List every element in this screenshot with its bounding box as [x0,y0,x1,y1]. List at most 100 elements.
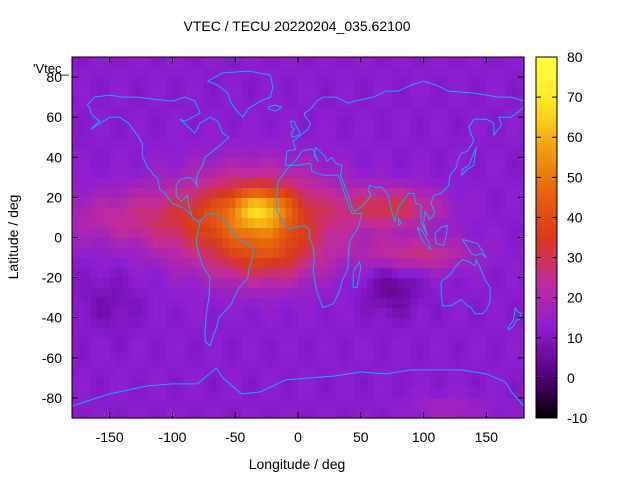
heatmap-cell [153,367,161,379]
heatmap-cell [78,297,86,309]
heatmap-cell [241,177,249,188]
heatmap-cell [191,277,199,289]
heatmap-cell [498,87,506,98]
heatmap-cell [260,287,268,299]
heatmap-cell [304,307,312,319]
heatmap-cell [72,117,79,128]
heatmap-cell [222,137,230,148]
heatmap-cell [90,197,98,209]
heatmap-cell [222,207,230,219]
heatmap-cell [90,347,98,359]
heatmap-cell [172,147,180,158]
heatmap-cell [185,177,192,188]
heatmap-cell [141,67,148,78]
heatmap-cell [191,397,199,409]
heatmap-cell [467,57,475,68]
heatmap-cell [254,387,261,399]
heatmap-cell [373,267,381,279]
heatmap-cell [511,347,519,359]
heatmap-cell [266,277,274,289]
heatmap-cell [285,257,293,269]
heatmap-cell [498,127,506,138]
heatmap-cell [141,57,148,68]
heatmap-cell [109,97,117,108]
heatmap-cell [185,297,192,309]
heatmap-cell [178,127,186,138]
heatmap-cell [480,407,487,419]
heatmap-cell [90,257,98,269]
heatmap-cell [210,87,217,98]
heatmap-cell [235,347,243,359]
heatmap-cell [191,407,199,419]
heatmap-cell [367,387,374,399]
heatmap-cell [348,67,356,78]
heatmap-cell [90,107,98,118]
heatmap-cell [109,297,117,309]
heatmap-cell [298,277,305,289]
heatmap-cell [379,197,387,209]
heatmap-cell [103,277,111,289]
heatmap-cell [404,167,412,178]
heatmap-cell [84,357,92,369]
heatmap-cell [147,97,155,108]
heatmap-cell [448,357,456,369]
heatmap-cell [153,277,161,289]
heatmap-cell [429,237,437,249]
heatmap-cell [72,67,79,78]
heatmap-cell [122,287,130,299]
heatmap-cell [341,67,349,78]
heatmap-cell [285,67,293,78]
heatmap-cell [467,327,475,339]
heatmap-cell [78,317,86,329]
heatmap-cell [291,277,299,289]
heatmap-cell [442,317,450,329]
heatmap-cell [141,207,148,219]
heatmap-cell [254,207,261,219]
heatmap-cell [316,307,324,319]
heatmap-cell [373,397,381,409]
heatmap-cell [97,227,104,239]
heatmap-cell [166,187,174,198]
heatmap-cell [354,357,362,369]
heatmap-cell [185,337,192,349]
heatmap-cell [511,137,519,148]
heatmap-cell [392,267,400,279]
coastline-north-america [86,94,230,222]
heatmap-cell [134,237,142,249]
heatmap-cell [159,247,167,259]
heatmap-cell [498,77,506,88]
heatmap-cell [392,177,400,188]
heatmap-cell [266,317,274,329]
heatmap-cell [147,147,155,158]
heatmap-cell [316,397,324,409]
heatmap-cell [354,377,362,389]
heatmap-cell [216,107,224,118]
heatmap-cell [436,137,443,148]
heatmap-cell [348,187,356,198]
heatmap-cell [260,397,268,409]
heatmap-cell [454,367,462,379]
heatmap-cell [97,277,104,289]
heatmap-cell [84,387,92,399]
heatmap-cell [178,227,186,239]
heatmap-cell [291,97,299,108]
heatmap-cell [348,167,356,178]
heatmap-cell [492,187,500,198]
heatmap-cell [122,217,130,229]
heatmap-cell [448,287,456,299]
heatmap-cell [373,337,381,349]
heatmap-cell [448,327,456,339]
heatmap-cell [166,107,174,118]
heatmap-cell [354,87,362,98]
heatmap-cell [247,77,255,88]
heatmap-cell [254,127,261,138]
heatmap-cell [367,187,374,198]
heatmap-cell [128,127,136,138]
heatmap-cell [480,387,487,399]
heatmap-cell [103,157,111,168]
heatmap-cell [448,317,456,329]
heatmap-cell [429,157,437,168]
heatmap-cell [128,247,136,259]
heatmap-cell [442,297,450,309]
heatmap-cell [436,147,443,158]
